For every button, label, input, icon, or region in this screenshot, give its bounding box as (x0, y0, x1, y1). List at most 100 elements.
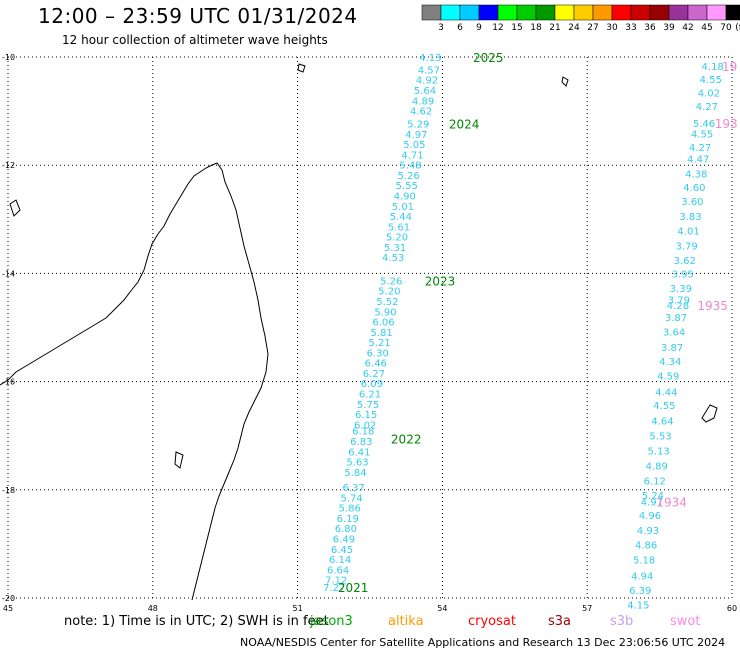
colorbar-swatch (611, 4, 632, 21)
colorbar-tick-label: 36 (644, 23, 656, 33)
swh-value-label: 4.34 (659, 357, 681, 368)
colorbar-swatch (554, 4, 575, 21)
time-label: 2021 (338, 581, 369, 595)
time-label: 2024 (449, 118, 480, 132)
satellite-legend-item: s3a (548, 614, 572, 629)
colorbar-swatch (592, 4, 613, 21)
swh-value-label: 6.15 (355, 410, 377, 421)
swh-value-label: 5.01 (392, 202, 414, 213)
swh-value-label: 6.80 (335, 524, 357, 535)
swh-value-label: 5.64 (414, 86, 436, 97)
colorbar-swatch (535, 4, 556, 21)
swh-value-label: 3.79 (675, 241, 697, 252)
swh-value-label: 5.90 (374, 307, 396, 318)
swh-value-label: 5.26 (397, 171, 419, 182)
colorbar-swatch (706, 4, 727, 21)
swh-value-label: 5.48 (399, 161, 421, 172)
swh-value-label: 6.09 (361, 379, 383, 390)
swh-value-label: 5.84 (344, 468, 366, 479)
swh-value-label: 5.52 (376, 297, 398, 308)
latitude-label: -10 (2, 53, 15, 62)
colorbar-swatch (649, 4, 670, 21)
swh-value-label: 6.39 (629, 586, 651, 597)
swh-value-label: 6.06 (372, 318, 394, 329)
swh-value-label: 4.15 (627, 600, 649, 611)
swh-value-label: 4.57 (418, 65, 440, 76)
small-island (297, 63, 306, 73)
swh-value-label: 5.29 (407, 120, 429, 131)
satellite-legend-item: cryosat (468, 614, 516, 629)
small-island (561, 76, 569, 87)
swh-value-label: 4.55 (691, 129, 713, 140)
swh-value-label: 5.53 (649, 432, 671, 443)
swh-value-label: 5.24 (642, 491, 664, 502)
colorbar-tick-label: 30 (606, 23, 618, 33)
time-label: 2025 (473, 51, 504, 65)
swh-value-label: 6.21 (359, 390, 381, 401)
swh-value-label: 4.90 (394, 191, 416, 202)
swh-value-label: 5.26 (380, 276, 402, 287)
swh-value-label: 7.12 (325, 576, 347, 587)
swh-value-label: 4.71 (401, 150, 423, 161)
colorbar-tick-label: 39 (663, 23, 675, 33)
swh-value-label: 4.94 (631, 571, 653, 582)
colorbar-tick-label: 70 (720, 23, 732, 33)
swh-value-label: 4.97 (405, 130, 427, 141)
satellite-legend-item: swot (670, 614, 701, 629)
swh-value-label: 4.13 (419, 53, 441, 64)
colorbar-swatch (687, 4, 708, 21)
longitude-label: 48 (148, 604, 158, 612)
colorbar-swatch (497, 4, 518, 21)
small-island (174, 451, 184, 469)
swh-value-label: 4.53 (382, 253, 404, 264)
swh-value-label: 5.18 (633, 556, 655, 567)
colorbar-tick-label: 24 (568, 23, 580, 33)
colorbar-tick-label: 27 (587, 23, 598, 33)
coastline (0, 63, 718, 601)
swh-value-label: 5.75 (357, 400, 379, 411)
colorbar-swatch (421, 4, 442, 21)
colorbar-tick-label: 21 (549, 23, 560, 33)
swh-value-label: 3.39 (670, 284, 692, 295)
swh-value-label: 7.27 (323, 583, 345, 594)
longitude-label: 45 (3, 604, 13, 612)
swh-value-label: 4.55 (653, 401, 675, 412)
page-title: 12:00 – 23:59 UTC 01/31/2024 (38, 4, 358, 28)
swh-value-label: 6.45 (331, 545, 353, 556)
swh-value-label: 5.74 (341, 493, 363, 504)
swh-value-label: 6.27 (363, 369, 385, 380)
longitude-label: 57 (582, 604, 592, 612)
swh-value-label: 4.02 (698, 89, 720, 100)
swh-value-label: 3.79 (668, 295, 690, 306)
swh-value-label: 4.27 (689, 143, 711, 154)
colorbar-swatch (668, 4, 689, 21)
swh-value-label: 5.21 (369, 338, 391, 349)
swh-value-label: 5.86 (339, 504, 361, 515)
swh-value-label: 6.30 (367, 348, 389, 359)
colorbar-tick-label: 12 (492, 23, 503, 33)
small-island (9, 199, 21, 217)
swh-value-label: 4.62 (410, 107, 432, 118)
swh-value-label: 3.64 (663, 327, 685, 338)
swh-value-label: 5.44 (390, 212, 412, 223)
swh-value-label: 6.37 (342, 483, 364, 494)
swh-value-label: 3.95 (672, 269, 694, 280)
altimeter-tracks: 4.134.574.925.644.894.625.294.975.054.71… (323, 51, 738, 611)
swh-value-label: 6.02 (354, 420, 376, 431)
colorbar-tick-label: 9 (476, 23, 482, 33)
time-label: 1934 (656, 496, 687, 510)
swh-value-label: 3.87 (665, 313, 687, 324)
swh-value-label: 3.60 (681, 197, 703, 208)
swh-value-label: 4.97 (641, 498, 663, 509)
time-label: 1935 (697, 299, 728, 313)
swh-value-label: 4.89 (646, 461, 668, 472)
units-note: note: 1) Time is in UTC; 2) SWH is in fe… (64, 614, 329, 629)
swh-value-label: 4.27 (696, 102, 718, 113)
swh-value-label: 4.92 (416, 76, 438, 87)
longitude-label: 54 (437, 604, 447, 612)
small-island (701, 404, 718, 423)
swh-value-label: 4.64 (651, 417, 673, 428)
colorbar-swatch (725, 4, 740, 21)
